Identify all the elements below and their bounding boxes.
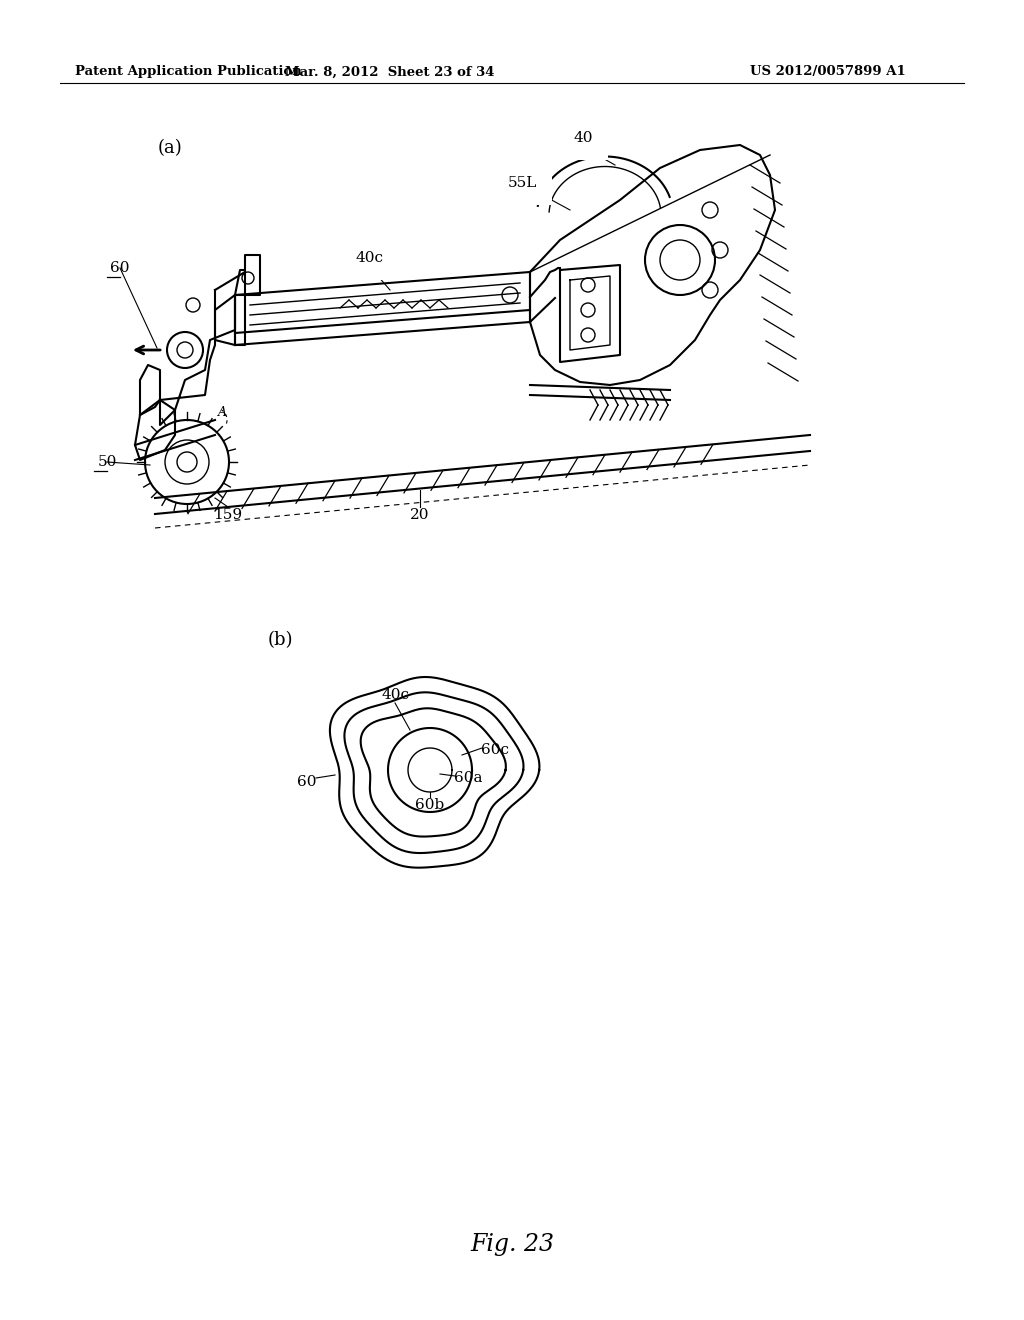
Text: 159: 159 [213,508,243,521]
Text: (b): (b) [267,631,293,649]
Text: 60a: 60a [454,771,482,785]
Text: US 2012/0057899 A1: US 2012/0057899 A1 [750,66,906,78]
Text: 60: 60 [297,775,316,789]
Text: A: A [217,407,226,420]
Text: 55L: 55L [507,176,537,190]
Text: 40c: 40c [381,688,409,702]
Text: 50: 50 [97,455,117,469]
Text: 60: 60 [111,261,130,275]
Text: Fig. 23: Fig. 23 [470,1233,554,1257]
Text: 40: 40 [573,131,593,145]
Text: Mar. 8, 2012  Sheet 23 of 34: Mar. 8, 2012 Sheet 23 of 34 [286,66,495,78]
Text: 60c: 60c [481,743,509,756]
Text: Patent Application Publication: Patent Application Publication [75,66,302,78]
Text: 20: 20 [411,508,430,521]
Text: 60b: 60b [416,799,444,812]
Text: 40c: 40c [356,251,384,265]
Text: (a): (a) [158,139,182,157]
